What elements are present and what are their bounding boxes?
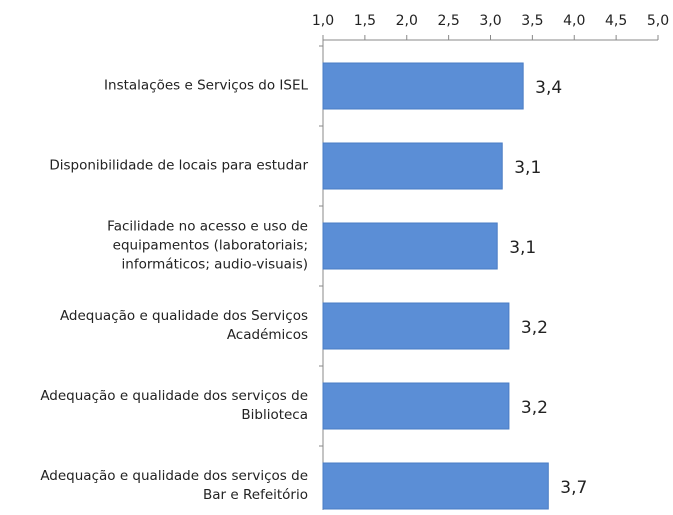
category-label: Disponibilidade de locais para estudar <box>49 157 308 174</box>
bar <box>322 462 549 510</box>
value-label: 3,2 <box>521 398 548 418</box>
value-label: 3,1 <box>509 238 536 258</box>
x-tick-label: 5,0 <box>647 13 669 29</box>
category-label: Adequação e qualidade dos serviços de Ba… <box>40 468 308 503</box>
bar <box>322 302 510 350</box>
x-tick-label: 2,0 <box>396 13 418 29</box>
bar <box>322 222 498 270</box>
bar <box>322 62 524 110</box>
x-tick-label: 4,5 <box>605 13 627 29</box>
x-tick-label: 4,0 <box>563 13 585 29</box>
category-label: Adequação e qualidade dos Serviços Acadé… <box>59 308 308 343</box>
x-tick-label: 2,5 <box>437 13 459 29</box>
bar <box>322 382 510 430</box>
value-label: 3,4 <box>535 78 562 98</box>
category-label: Instalações e Serviços do ISEL <box>104 77 308 94</box>
category-label: Facilidade no acesso e uso de equipament… <box>107 218 308 273</box>
value-label: 3,2 <box>521 318 548 338</box>
x-tick-label: 3,0 <box>479 13 501 29</box>
category-label: Adequação e qualidade dos serviços de Bi… <box>40 388 308 423</box>
value-label: 3,1 <box>514 158 541 178</box>
x-tick-label: 1,0 <box>312 13 334 29</box>
x-tick-label: 1,5 <box>354 13 376 29</box>
bar <box>322 142 503 190</box>
value-label: 3,7 <box>560 478 587 498</box>
x-tick-label: 3,5 <box>521 13 543 29</box>
